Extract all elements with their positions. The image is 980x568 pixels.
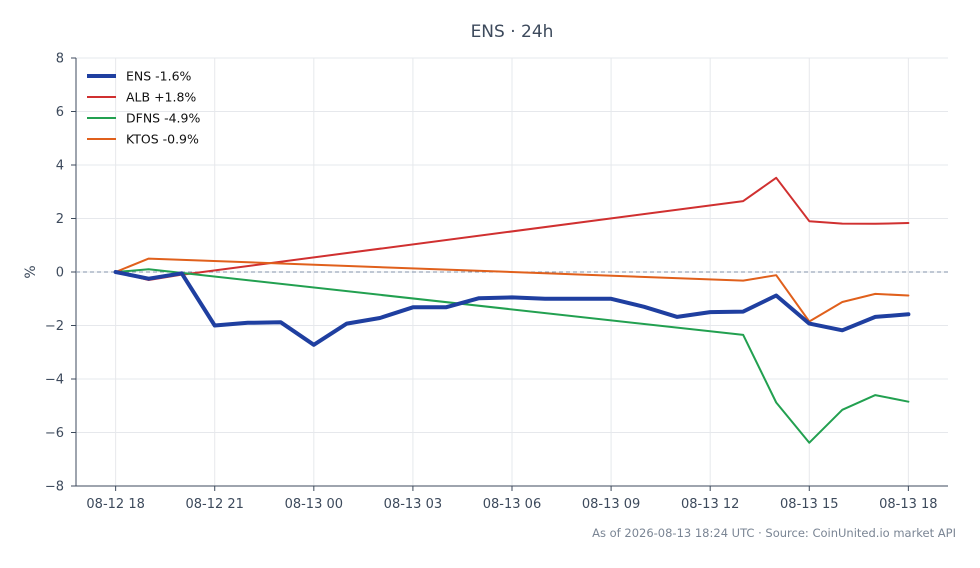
x-tick-label: 08-13 00: [285, 497, 343, 512]
y-tick-label: −6: [45, 426, 64, 441]
x-tick-label: 08-13 06: [483, 497, 541, 512]
x-tick-label: 08-13 12: [681, 497, 739, 512]
series-line-dfns: [114, 268, 910, 444]
legend-label: ENS -1.6%: [126, 69, 192, 84]
y-tick-label: 8: [56, 52, 64, 67]
y-tick-label: 0: [56, 266, 64, 281]
series-lines: [113, 176, 911, 444]
legend-label: DFNS -4.9%: [126, 111, 200, 126]
y-tick-label: −8: [45, 480, 64, 495]
x-tick-label: 08-12 21: [186, 497, 244, 512]
y-tick-label: −4: [45, 373, 64, 388]
y-tick-label: 4: [56, 159, 64, 174]
legend-label: KTOS -0.9%: [126, 132, 199, 147]
x-tick-label: 08-13 09: [582, 497, 640, 512]
x-tick-label: 08-13 03: [384, 497, 442, 512]
source-footer: As of 2026-08-13 18:24 UTC · Source: Coi…: [592, 526, 956, 540]
x-ticks: 08-12 18 08-12 21 08-13 00 08-13 03 08-13 06…: [86, 486, 938, 512]
legend-label: ALB +1.8%: [126, 90, 196, 105]
y-tick-label: 6: [56, 105, 64, 120]
x-tick-label: 08-12 18: [86, 497, 144, 512]
chart-title: ENS · 24h: [471, 22, 554, 42]
y-ticks: −8 −6 −4 −2 0 2 4 6 8: [45, 52, 76, 495]
y-tick-label: 2: [56, 212, 64, 227]
series-line-ktos: [114, 257, 910, 323]
y-axis-label: %: [23, 265, 39, 278]
y-tick-label: −2: [45, 319, 64, 334]
x-tick-label: 08-13 15: [780, 497, 838, 512]
legend: ENS -1.6% ALB +1.8% DFNS -4.9% KTOS -0.9%: [87, 69, 200, 147]
x-tick-label: 08-13 18: [879, 497, 937, 512]
series-line-ens: [113, 270, 911, 347]
